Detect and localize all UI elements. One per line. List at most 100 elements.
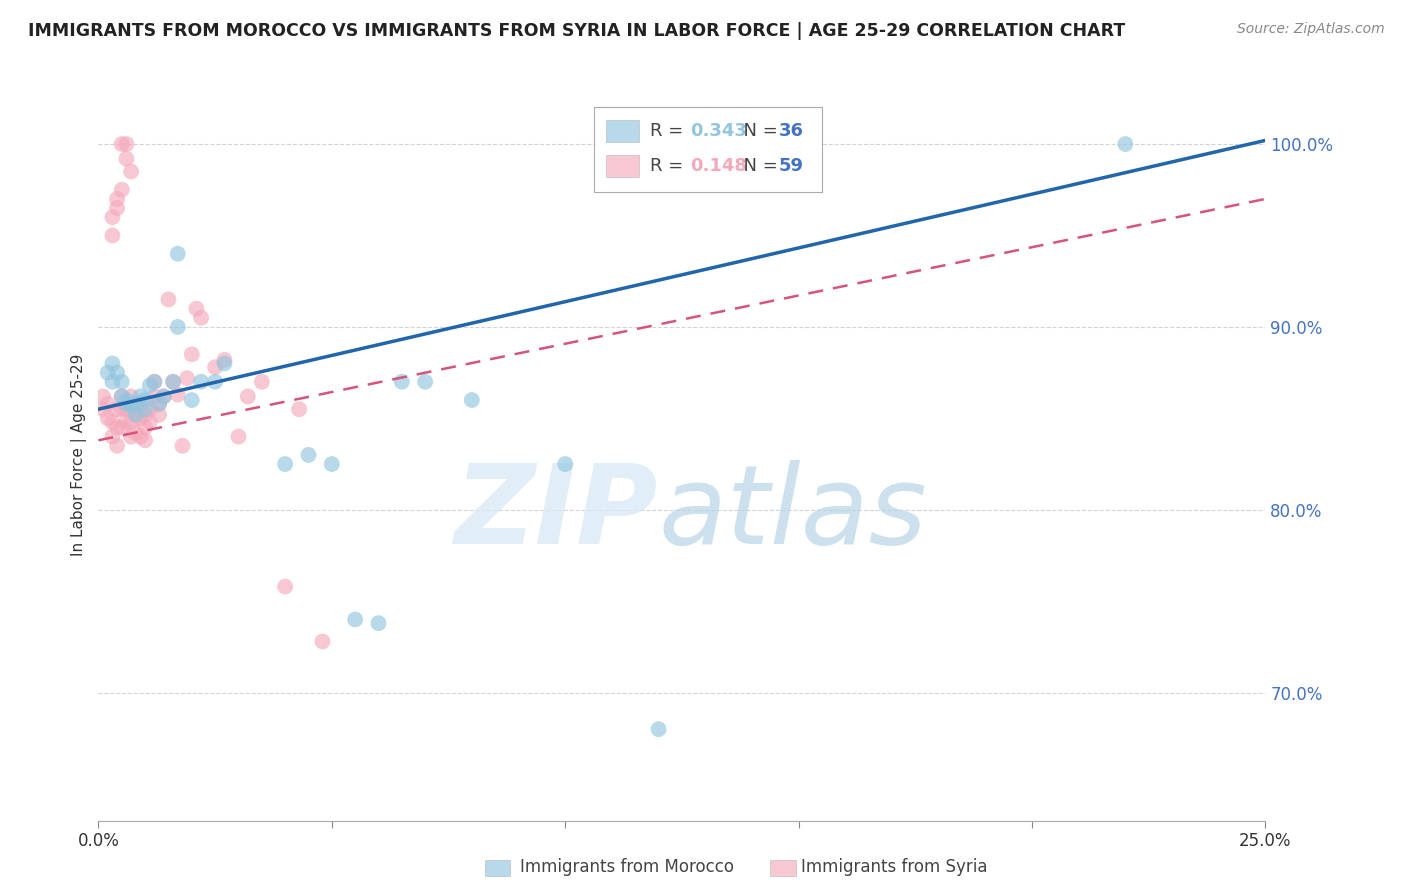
Point — [105, 420, 128, 434]
Point — [344, 613, 367, 627]
Text: IMMIGRANTS FROM MOROCCO VS IMMIGRANTS FROM SYRIA IN LABOR FORCE | AGE 25-29 CORR: IMMIGRANTS FROM MOROCCO VS IMMIGRANTS FR… — [28, 22, 1125, 40]
Point — [250, 375, 273, 389]
Point — [162, 375, 184, 389]
Text: N =: N = — [733, 122, 783, 140]
FancyBboxPatch shape — [606, 120, 638, 142]
Point — [413, 375, 436, 389]
Point — [554, 457, 576, 471]
Point — [105, 366, 128, 380]
Point — [162, 375, 184, 389]
Point — [115, 397, 138, 411]
Text: Immigrants from Morocco: Immigrants from Morocco — [520, 858, 734, 876]
Point — [214, 352, 236, 367]
Text: atlas: atlas — [658, 460, 927, 567]
Point — [172, 439, 194, 453]
Text: R =: R = — [651, 122, 689, 140]
Point — [115, 393, 138, 408]
Point — [204, 360, 226, 375]
Point — [105, 201, 128, 215]
Point — [204, 375, 226, 389]
Point — [125, 408, 148, 422]
Point — [120, 415, 142, 429]
Point — [125, 425, 148, 440]
Point — [134, 408, 156, 422]
Point — [134, 420, 156, 434]
Point — [101, 415, 124, 429]
Point — [125, 397, 148, 411]
Point — [129, 411, 152, 425]
Point — [120, 389, 142, 403]
Point — [321, 457, 343, 471]
Point — [148, 408, 170, 422]
Point — [311, 634, 333, 648]
Point — [101, 375, 124, 389]
Point — [134, 434, 156, 448]
Text: ZIP: ZIP — [456, 460, 658, 567]
Point — [105, 192, 128, 206]
Point — [115, 402, 138, 417]
Point — [105, 439, 128, 453]
Point — [228, 430, 250, 444]
Point — [148, 397, 170, 411]
Point — [143, 389, 166, 403]
Point — [190, 310, 212, 325]
Point — [111, 420, 134, 434]
Point — [101, 228, 124, 243]
Point — [143, 375, 166, 389]
Point — [105, 402, 128, 417]
Point — [97, 411, 120, 425]
Point — [129, 397, 152, 411]
Point — [129, 430, 152, 444]
Point — [274, 580, 297, 594]
Point — [186, 301, 208, 316]
Point — [190, 375, 212, 389]
Point — [97, 366, 120, 380]
Point — [120, 399, 142, 413]
Text: Source: ZipAtlas.com: Source: ZipAtlas.com — [1237, 22, 1385, 37]
Point — [111, 402, 134, 417]
Point — [101, 211, 124, 225]
Point — [180, 347, 202, 361]
Text: Immigrants from Syria: Immigrants from Syria — [801, 858, 988, 876]
Point — [1114, 136, 1136, 151]
Text: 59: 59 — [779, 157, 804, 175]
Point — [236, 389, 259, 403]
Point — [111, 183, 134, 197]
Point — [214, 356, 236, 371]
Point — [647, 723, 669, 737]
FancyBboxPatch shape — [606, 155, 638, 177]
Point — [288, 402, 311, 417]
Point — [120, 402, 142, 417]
Point — [111, 389, 134, 403]
Point — [367, 616, 389, 631]
Point — [152, 389, 174, 403]
Point — [120, 430, 142, 444]
Point — [97, 397, 120, 411]
Text: 0.343: 0.343 — [690, 122, 747, 140]
Point — [166, 247, 188, 261]
Y-axis label: In Labor Force | Age 25-29: In Labor Force | Age 25-29 — [72, 354, 87, 556]
Point — [120, 164, 142, 178]
Point — [115, 415, 138, 429]
Point — [143, 375, 166, 389]
Point — [129, 389, 152, 403]
Point — [139, 402, 162, 417]
Point — [180, 393, 202, 408]
Point — [91, 389, 114, 403]
Point — [115, 152, 138, 166]
Point — [134, 393, 156, 408]
Point — [274, 457, 297, 471]
Point — [134, 402, 156, 417]
Point — [166, 319, 188, 334]
Point — [101, 356, 124, 371]
Text: R =: R = — [651, 157, 689, 175]
Point — [176, 371, 198, 385]
FancyBboxPatch shape — [595, 108, 823, 192]
Point — [125, 408, 148, 422]
Point — [111, 389, 134, 403]
Point — [115, 136, 138, 151]
Point — [166, 387, 188, 401]
Point — [139, 378, 162, 392]
Point — [297, 448, 319, 462]
Point — [157, 293, 180, 307]
